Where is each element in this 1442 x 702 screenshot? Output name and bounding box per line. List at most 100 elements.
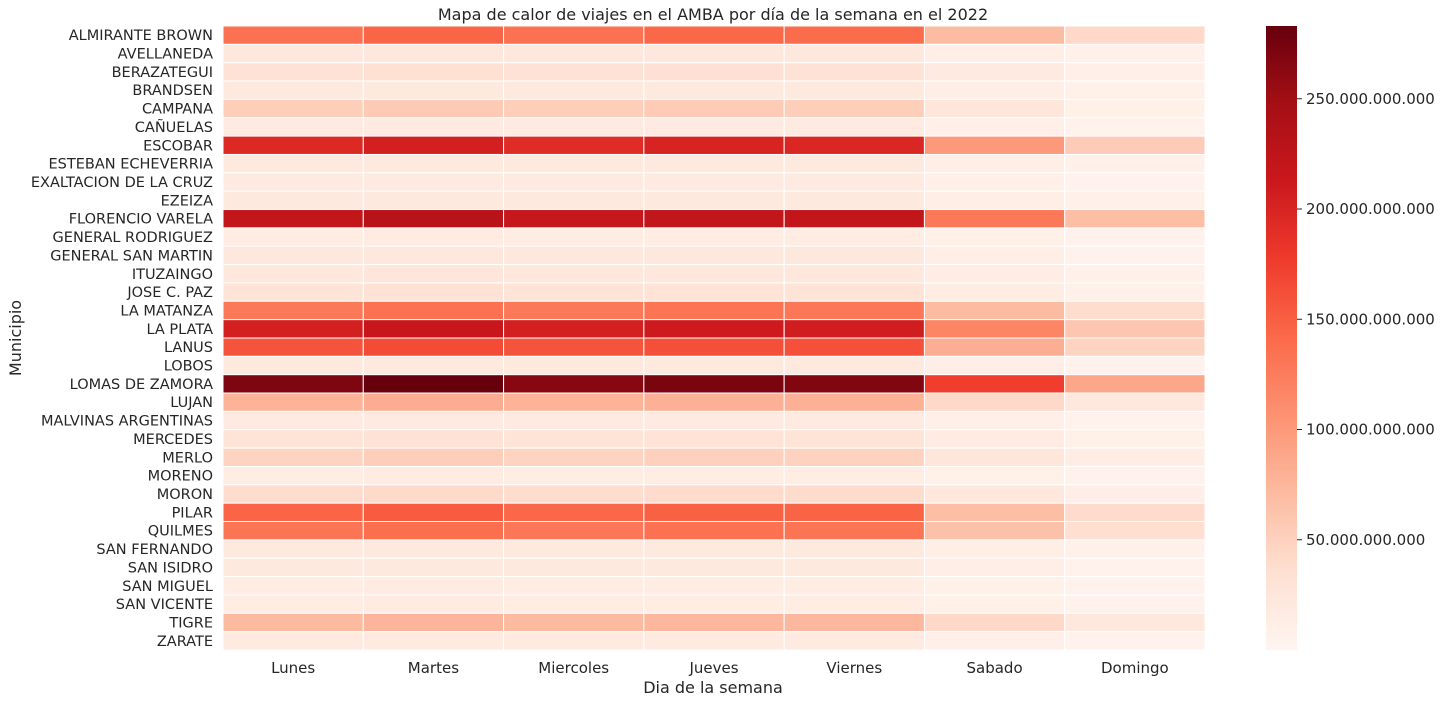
heatmap-cell bbox=[222, 43, 364, 64]
heatmap-cell bbox=[783, 355, 925, 376]
heatmap-cell bbox=[503, 337, 645, 357]
heatmap-cell bbox=[1064, 447, 1206, 467]
heatmap-cell bbox=[643, 153, 785, 174]
column-label: Martes bbox=[408, 659, 459, 677]
heatmap-cell bbox=[643, 465, 785, 486]
heatmap-cell bbox=[503, 319, 645, 339]
heatmap-cell bbox=[923, 227, 1066, 247]
heatmap-cell bbox=[503, 153, 645, 174]
heatmap-cell bbox=[503, 43, 645, 64]
heatmap-cell bbox=[643, 172, 785, 192]
heatmap-cell bbox=[362, 282, 505, 302]
row-label: JOSE C. PAZ bbox=[126, 285, 213, 301]
heatmap-cell bbox=[923, 521, 1066, 541]
row-label: MERCEDES bbox=[133, 432, 213, 448]
heatmap-cell bbox=[923, 392, 1066, 412]
row-label: LOMAS DE ZAMORA bbox=[70, 377, 213, 393]
heatmap-cell bbox=[783, 502, 925, 523]
heatmap-cell bbox=[923, 576, 1066, 596]
heatmap-cell bbox=[362, 576, 505, 596]
heatmap-cell bbox=[783, 172, 925, 192]
heatmap-cell bbox=[783, 80, 925, 100]
heatmap-cell bbox=[222, 319, 364, 339]
heatmap-cell bbox=[503, 245, 645, 266]
heatmap-cell bbox=[222, 576, 364, 596]
heatmap-cell bbox=[783, 337, 925, 357]
colorbar-tick-label: 250.000.000.000 bbox=[1306, 90, 1435, 108]
heatmap-cell bbox=[222, 521, 364, 541]
heatmap-cell bbox=[362, 227, 505, 247]
row-label: LA MATANZA bbox=[120, 303, 213, 319]
row-label: MALVINAS ARGENTINAS bbox=[41, 414, 213, 430]
heatmap-cell bbox=[503, 209, 645, 229]
colorbar-tick-label: 150.000.000.000 bbox=[1306, 310, 1435, 328]
heatmap-cell bbox=[1064, 392, 1206, 412]
row-label: MERLO bbox=[162, 450, 213, 466]
heatmap-cell bbox=[1064, 502, 1206, 523]
row-label: LA PLATA bbox=[146, 322, 213, 338]
heatmap-cell bbox=[362, 521, 505, 541]
heatmap-cell bbox=[643, 190, 785, 211]
heatmap-cell bbox=[923, 245, 1066, 266]
heatmap-cell bbox=[783, 227, 925, 247]
heatmap-cell bbox=[643, 576, 785, 596]
column-label: Jueves bbox=[688, 659, 738, 677]
colorbar-tick-label: 200.000.000.000 bbox=[1306, 200, 1435, 218]
heatmap-cell bbox=[222, 209, 364, 229]
heatmap-cell bbox=[923, 319, 1066, 339]
heatmap-cell bbox=[643, 282, 785, 302]
heatmap-cell bbox=[222, 337, 364, 357]
heatmap-cell bbox=[503, 594, 645, 614]
heatmap-cell bbox=[503, 62, 645, 82]
heatmap-cell bbox=[643, 80, 785, 100]
heatmap-cell bbox=[923, 153, 1066, 174]
heatmap-cell bbox=[783, 62, 925, 82]
heatmap-cell bbox=[222, 429, 364, 449]
row-label: GENERAL SAN MARTIN bbox=[50, 248, 213, 264]
heatmap-cell bbox=[503, 612, 645, 633]
heatmap-cell bbox=[503, 465, 645, 486]
heatmap-cell bbox=[503, 557, 645, 578]
heatmap-cell bbox=[222, 98, 364, 119]
heatmap-cell bbox=[222, 300, 364, 321]
row-label: EZEIZA bbox=[161, 193, 213, 209]
heatmap-cell bbox=[362, 117, 505, 137]
heatmap-cell bbox=[362, 172, 505, 192]
heatmap-cell bbox=[783, 539, 925, 559]
heatmap-cell bbox=[643, 209, 785, 229]
heatmap-cell bbox=[923, 447, 1066, 467]
heatmap-cell bbox=[222, 80, 364, 100]
row-label: ZARATE bbox=[157, 634, 213, 650]
x-axis-label: Dia de la semana bbox=[643, 678, 783, 697]
heatmap-cell bbox=[222, 153, 364, 174]
heatmap-cell bbox=[362, 319, 505, 339]
heatmap-cell bbox=[1064, 612, 1206, 633]
heatmap-cell bbox=[503, 117, 645, 137]
heatmap-cell bbox=[1064, 62, 1206, 82]
row-labels: ALMIRANTE BROWN AVELLANEDA BERAZATEGUI BRAN… bbox=[31, 28, 213, 650]
heatmap-cell bbox=[1064, 539, 1206, 559]
heatmap-cell bbox=[923, 190, 1066, 211]
heatmap-cell bbox=[643, 631, 785, 651]
heatmap-cell bbox=[362, 631, 505, 651]
heatmap-cell bbox=[503, 429, 645, 449]
heatmap-cell bbox=[783, 392, 925, 412]
row-label: SAN VICENTE bbox=[116, 597, 213, 613]
heatmap-cell bbox=[503, 631, 645, 651]
heatmap-cell bbox=[1064, 209, 1206, 229]
heatmap-cell bbox=[362, 502, 505, 523]
heatmap-cell bbox=[643, 594, 785, 614]
heatmap-cell bbox=[503, 521, 645, 541]
colorbar bbox=[1266, 26, 1297, 650]
colorbar-tick-label: 100.000.000.000 bbox=[1306, 421, 1435, 439]
heatmap-cell bbox=[783, 209, 925, 229]
heatmap-cell bbox=[643, 43, 785, 64]
heatmap-cell bbox=[503, 374, 645, 394]
heatmap-cells bbox=[222, 25, 1206, 651]
heatmap-cell bbox=[783, 557, 925, 578]
heatmap-cell bbox=[923, 25, 1066, 45]
heatmap-cell bbox=[222, 612, 364, 633]
heatmap-cell bbox=[923, 80, 1066, 100]
heatmap-cell bbox=[783, 117, 925, 137]
row-label: ALMIRANTE BROWN bbox=[69, 28, 213, 44]
